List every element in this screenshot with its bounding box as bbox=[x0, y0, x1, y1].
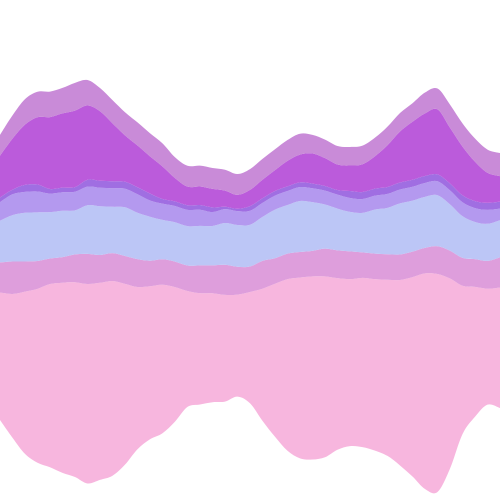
stream-layer-4 bbox=[0, 180, 500, 227]
stream-layer-7 bbox=[0, 79, 500, 195]
stream-layer-2 bbox=[0, 246, 500, 296]
stream-layers bbox=[0, 79, 500, 494]
stream-layer-3 bbox=[0, 194, 500, 268]
stream-layer-6 bbox=[0, 105, 500, 209]
stream-layer-5 bbox=[0, 173, 500, 213]
stream-layer-1 bbox=[0, 273, 500, 494]
